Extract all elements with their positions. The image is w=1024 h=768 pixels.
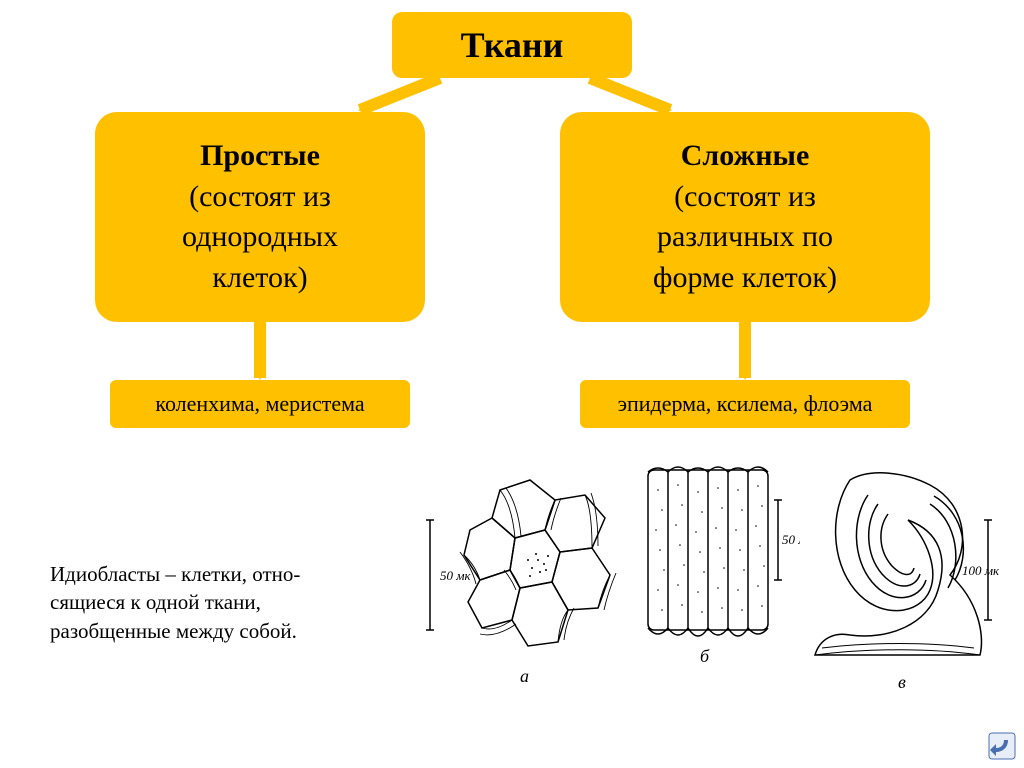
- branch-complex: Сложные (состоят из различных по форме к…: [560, 112, 930, 322]
- arrow-root-left: [360, 78, 440, 110]
- illustration-c: 100 мк в: [810, 460, 1000, 700]
- branch-simple-title: Простые: [200, 136, 320, 177]
- leaf-simple-label: коленхима, меристема: [155, 391, 364, 417]
- illus-c-label: в: [898, 672, 906, 692]
- leaf-complex-label: эпидерма, ксилема, флоэма: [618, 391, 873, 417]
- branch-complex-desc2: различных по: [657, 217, 833, 258]
- root-node: Ткани: [392, 12, 632, 78]
- branch-simple-desc3: клеток): [212, 258, 307, 299]
- arrow-root-right: [590, 78, 670, 110]
- note-line2: сящиеся к одной ткани,: [50, 588, 390, 616]
- back-icon[interactable]: [988, 732, 1016, 760]
- illus-b-label: б: [700, 646, 710, 666]
- leaf-complex-examples: эпидерма, ксилема, флоэма: [580, 380, 910, 428]
- note-line1: Идиобласты – клетки, отно-: [50, 560, 390, 588]
- illus-a-scale: 50 мк: [440, 568, 472, 583]
- branch-simple-desc2: однородных: [182, 217, 338, 258]
- branch-complex-desc3: форме клеток): [653, 258, 837, 299]
- idioblast-note: Идиобласты – клетки, отно- сящиеся к одн…: [50, 560, 390, 645]
- root-title: Ткани: [461, 24, 564, 66]
- leaf-simple-examples: коленхима, меристема: [110, 380, 410, 428]
- branch-simple-desc1: (состоят из: [189, 177, 331, 218]
- illus-b-scale: 50 мк: [782, 532, 800, 547]
- illus-a-label: а: [520, 666, 529, 686]
- branch-simple: Простые (состоят из однородных клеток): [95, 112, 425, 322]
- illustration-a: 50 мк а: [420, 460, 630, 690]
- illus-c-scale: 100 мк: [962, 563, 1000, 578]
- branch-complex-title: Сложные: [681, 136, 810, 177]
- branch-complex-desc1: (состоят из: [674, 177, 816, 218]
- note-line3: разобщенные между собой.: [50, 617, 390, 645]
- illustration-b: 50 мк б: [640, 460, 800, 670]
